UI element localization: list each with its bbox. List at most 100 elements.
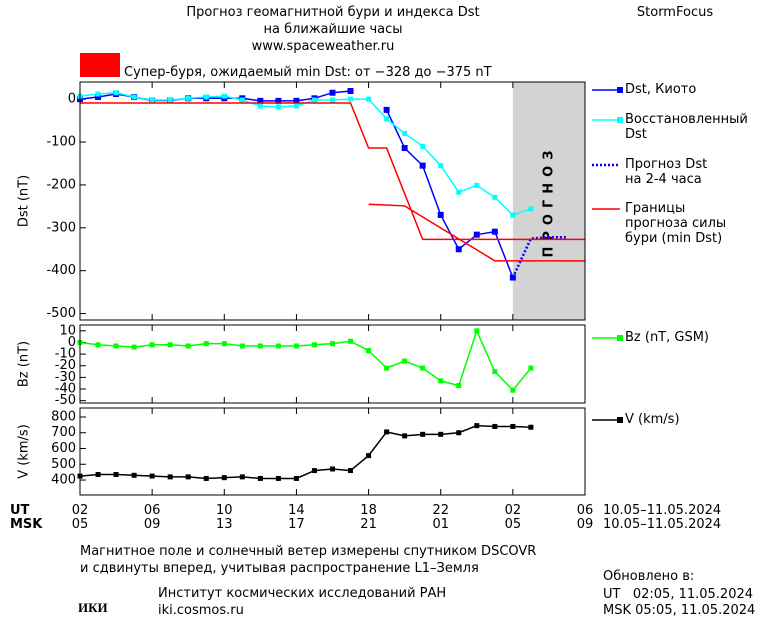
title: Прогноз геомагнитной бури и индекса Dst: [186, 5, 479, 20]
point: [149, 473, 155, 479]
point: [384, 429, 390, 435]
point: [113, 90, 119, 96]
x-tick-label: 10: [216, 503, 233, 518]
point: [293, 97, 300, 104]
y-tick-label: 700: [51, 425, 76, 440]
x-tick-label-msk: 05: [505, 517, 522, 532]
point: [456, 383, 462, 389]
y-tick-label: -50: [55, 393, 76, 408]
point: [347, 88, 354, 95]
legend-entry: Прогноз Dst на 2-4 часа: [625, 157, 708, 187]
point: [257, 343, 263, 349]
point: [383, 106, 390, 113]
y-tick-label: 0: [68, 92, 76, 107]
x-tick-label: 02: [72, 503, 89, 518]
point: [257, 103, 263, 109]
point: [455, 246, 462, 253]
updated: Обновлено в:: [603, 569, 694, 584]
legend-marker: [617, 335, 623, 341]
legend-marker: [617, 87, 623, 93]
x-tick-label-msk: 21: [360, 517, 377, 532]
x-tick-label-msk: 01: [432, 517, 449, 532]
plot-border: [79, 81, 586, 321]
point: [293, 475, 299, 481]
point: [366, 96, 372, 102]
x-tick-label: 18: [360, 503, 377, 518]
point: [438, 378, 444, 384]
time-row-name: MSK: [10, 517, 43, 532]
site: iki.cosmos.ru: [158, 603, 244, 618]
point: [420, 431, 426, 437]
point: [131, 94, 137, 100]
point: [474, 423, 480, 429]
point: [492, 423, 498, 429]
point: [185, 474, 191, 480]
point: [239, 343, 245, 349]
point: [384, 365, 390, 371]
alert-swatch: [80, 53, 120, 77]
series-line: [511, 235, 567, 279]
y-tick-label: -40: [55, 382, 76, 397]
y-axis-title: Bz (nT): [17, 341, 32, 387]
point: [113, 343, 119, 349]
point: [95, 91, 101, 97]
updated: UT 02:05, 11.05.2024: [603, 587, 753, 602]
note: и сдвинуты вперед, учитывая распростране…: [80, 561, 479, 576]
series-line: [80, 102, 585, 262]
legend-entry: Bz (nT, GSM): [625, 330, 710, 345]
point: [366, 453, 372, 459]
plot-border: [79, 407, 586, 496]
time-row-dates: 10.05–11.05.2024: [603, 517, 721, 532]
point: [149, 97, 155, 103]
point: [401, 145, 408, 152]
series-line: [79, 328, 532, 392]
x-tick-label-msk: 09: [577, 517, 594, 532]
y-tick-label: -500: [46, 306, 76, 321]
y-tick-label: 0: [68, 335, 76, 350]
point: [329, 89, 336, 96]
point: [473, 231, 480, 238]
point: [348, 468, 354, 474]
note: Магнитное поле и солнечный ветер измерен…: [80, 544, 536, 559]
y-tick-label: 500: [51, 457, 76, 472]
point: [203, 94, 209, 100]
x-tick-label: 06: [144, 503, 161, 518]
y-tick-label: 600: [51, 441, 76, 456]
point: [311, 342, 317, 348]
y-axis-title: Dst (nT): [17, 175, 32, 227]
brand: StormFocus: [637, 5, 713, 20]
y-tick-label: -200: [46, 177, 76, 192]
point: [275, 343, 281, 349]
x-tick-label: 22: [432, 503, 449, 518]
series-line: [79, 424, 531, 480]
updated: MSK 05:05, 11.05.2024: [603, 603, 755, 618]
plot-border: [79, 324, 586, 404]
point: [185, 95, 191, 101]
point: [348, 96, 354, 102]
point: [185, 343, 191, 349]
point: [113, 472, 119, 478]
point: [275, 475, 281, 481]
point: [239, 97, 245, 103]
title: на ближайшие часы: [263, 22, 402, 37]
point: [239, 474, 245, 480]
legend-entry: Dst, Киото: [625, 82, 697, 97]
y-axis-title: V (km/s): [17, 424, 32, 479]
x-tick-label: 02: [505, 503, 522, 518]
point: [221, 341, 227, 347]
x-tick-label: 14: [288, 503, 305, 518]
point: [95, 94, 102, 101]
point: [419, 162, 426, 169]
point: [167, 97, 173, 103]
y-tick-label: -30: [55, 370, 76, 385]
point: [311, 97, 317, 103]
y-tick-label: -400: [46, 263, 76, 278]
point: [95, 472, 101, 478]
point: [366, 348, 372, 354]
point: [492, 369, 498, 375]
logo: ИКИ: [78, 600, 108, 615]
point: [257, 475, 263, 481]
point: [456, 430, 462, 436]
